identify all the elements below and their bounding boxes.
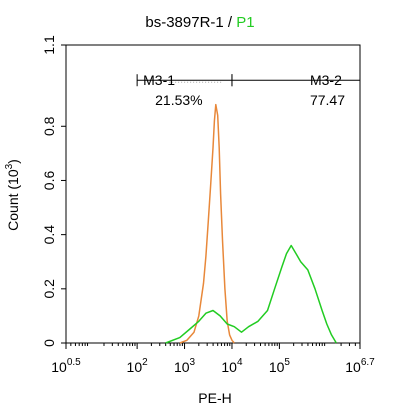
y-axis-label-suffix: )	[5, 159, 21, 164]
gate-name: M3-2	[310, 72, 342, 88]
y-axis-label: Count (103)	[4, 159, 21, 231]
x-tick-label: 106.7	[345, 357, 375, 375]
y-tick-label: 0.2	[41, 279, 57, 299]
y-axis-label-exp: 3	[4, 163, 15, 169]
gate-percent: 77.47	[310, 92, 345, 108]
y-tick-label: 0.4	[41, 225, 57, 245]
x-tick-label-exp: 6.7	[361, 357, 375, 368]
chart-title-gate: P1	[236, 14, 254, 31]
y-axis-label-prefix: Count (10	[5, 169, 21, 231]
histogram-series-1	[179, 103, 235, 344]
histogram-series-2	[165, 244, 337, 344]
x-tick-label-base: 10	[127, 359, 143, 375]
gate-percent: 21.53%	[155, 92, 202, 108]
x-tick-label: 100.5	[51, 357, 81, 375]
x-tick-label-base: 10	[174, 359, 190, 375]
x-tick-label-exp: 0.5	[67, 357, 81, 368]
x-tick-label-base: 10	[345, 359, 361, 375]
x-tick-label: 104	[221, 357, 243, 375]
x-tick-label: 103	[174, 357, 196, 375]
y-tick-label: 0	[41, 339, 57, 347]
x-tick-label-exp: 3	[190, 357, 196, 368]
gate-name: M3-1	[143, 72, 175, 88]
plot-frame	[65, 44, 361, 344]
x-tick-label-base: 10	[221, 359, 237, 375]
x-tick-label-exp: 5	[284, 357, 290, 368]
chart-title-main: bs-3897R-1 /	[145, 14, 236, 31]
x-tick-label: 105	[269, 357, 291, 375]
x-tick-label-base: 10	[51, 359, 67, 375]
y-tick-label: 1.1	[41, 35, 57, 55]
y-tick-label: 0.6	[41, 171, 57, 191]
chart-title: bs-3897R-1 / P1	[145, 14, 254, 31]
x-tick-label-exp: 4	[237, 357, 243, 368]
x-tick-label-exp: 2	[142, 357, 148, 368]
y-tick-label: 0.8	[41, 116, 57, 136]
x-tick-label-base: 10	[269, 359, 285, 375]
x-tick-label: 102	[127, 357, 149, 375]
x-axis-label: PE-H	[198, 390, 231, 406]
